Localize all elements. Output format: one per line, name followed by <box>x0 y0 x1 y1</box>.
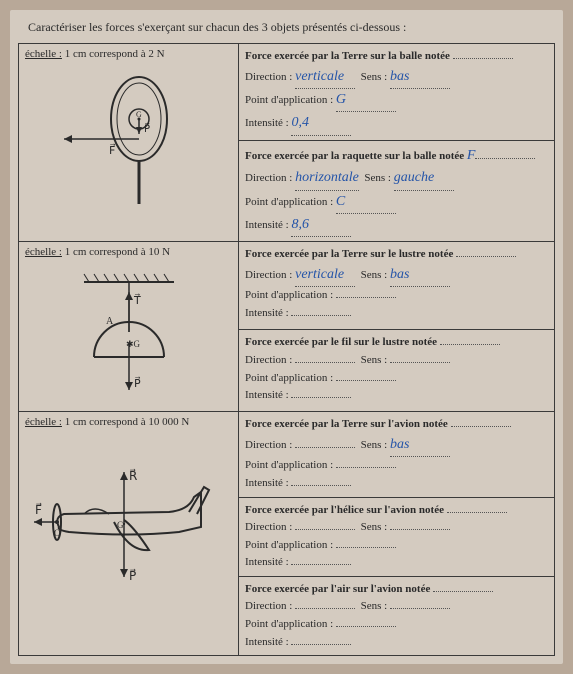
sens-2b <box>390 362 450 363</box>
point-1b: C <box>336 191 396 214</box>
intensite-2a <box>291 315 351 316</box>
svg-text:✱G: ✱G <box>126 339 141 349</box>
force-cell-3b: Force exercée par l'hélice sur l'avion n… <box>239 497 555 576</box>
intensite-1b: 8,6 <box>291 214 351 237</box>
racket-diagram: G F⃗ P⃗ <box>25 64 232 209</box>
force-title-3b: Force exercée par l'hélice sur l'avion n… <box>245 504 444 516</box>
scale-cell-1: échelle : 1 cm correspond à 2 N G F⃗ <box>19 44 239 242</box>
plane-diagram: G R⃗ P⃗ F⃗ O <box>25 432 232 592</box>
point-3a <box>336 467 396 468</box>
direction-3a <box>295 447 355 448</box>
force-cell-2b: Force exercée par le fil sur le lustre n… <box>239 330 555 412</box>
forces-table: échelle : 1 cm correspond à 2 N G F⃗ <box>18 43 555 656</box>
intensite-2b <box>291 397 351 398</box>
force-title-2a: Force exercée par la Terre sur le lustre… <box>245 248 453 260</box>
sens-1b: gauche <box>394 167 454 190</box>
force-cell-2a: Force exercée par la Terre sur le lustre… <box>239 242 555 330</box>
svg-text:P⃗: P⃗ <box>144 122 150 135</box>
scale-cell-3: échelle : 1 cm correspond à 10 000 N <box>19 412 239 656</box>
scale-value-2: 1 cm correspond à 10 N <box>65 246 170 258</box>
intensite-3b <box>291 564 351 565</box>
svg-text:G: G <box>117 520 124 530</box>
svg-text:T⃗: T⃗ <box>133 293 141 307</box>
scale-value-1: 1 cm correspond à 2 N <box>65 48 165 60</box>
point-2b <box>336 380 396 381</box>
sens-3c <box>390 608 450 609</box>
force-cell-1b: Force exercée par la raquette sur la bal… <box>239 140 555 242</box>
direction-3b <box>295 529 355 530</box>
sens-1a: bas <box>390 66 450 89</box>
force-cell-1a: Force exercée par la Terre sur la balle … <box>239 44 555 141</box>
point-3b <box>336 547 396 548</box>
svg-text:R⃗: R⃗ <box>129 468 137 483</box>
force-title-3a: Force exercée par la Terre sur l'avion n… <box>245 418 448 430</box>
force-title-2b: Force exercée par le fil sur le lustre n… <box>245 336 437 348</box>
direction-1a: verticale <box>295 66 355 89</box>
intensite-1a: 0,4 <box>291 112 351 135</box>
point-3c <box>336 626 396 627</box>
scale-value-3: 1 cm correspond à 10 000 N <box>65 416 190 428</box>
svg-text:F⃗: F⃗ <box>109 143 115 157</box>
point-2a <box>336 297 396 298</box>
force-title-1b: Force exercée par la raquette sur la bal… <box>245 150 464 162</box>
direction-2b <box>295 362 355 363</box>
svg-text:F⃗: F⃗ <box>35 502 42 517</box>
scale-label: échelle : <box>25 48 62 60</box>
point-1a: G <box>336 89 396 112</box>
intensite-3a <box>291 485 351 486</box>
lustre-diagram: A ✱G T⃗ P⃗ <box>25 262 232 407</box>
intensite-3c <box>291 644 351 645</box>
direction-2a: verticale <box>295 264 355 287</box>
force-title-3c: Force exercée par l'air sur l'avion noté… <box>245 583 430 595</box>
sens-3b <box>390 529 450 530</box>
direction-1b: horizontale <box>295 167 359 190</box>
worksheet-page: Caractériser les forces s'exerçant sur c… <box>10 10 563 664</box>
force-cell-3c: Force exercée par l'air sur l'avion noté… <box>239 576 555 655</box>
direction-3c <box>295 608 355 609</box>
svg-text:O: O <box>54 528 61 538</box>
force-cell-3a: Force exercée par la Terre sur l'avion n… <box>239 412 555 497</box>
svg-text:P⃗: P⃗ <box>134 376 141 390</box>
scale-cell-2: échelle : 1 cm correspond à 10 N <box>19 242 239 412</box>
worksheet-title: Caractériser les forces s'exerçant sur c… <box>18 20 555 35</box>
sens-3a: bas <box>390 434 450 457</box>
svg-text:P⃗: P⃗ <box>129 568 136 583</box>
force-title-1a: Force exercée par la Terre sur la balle … <box>245 50 450 62</box>
sens-2a: bas <box>390 264 450 287</box>
